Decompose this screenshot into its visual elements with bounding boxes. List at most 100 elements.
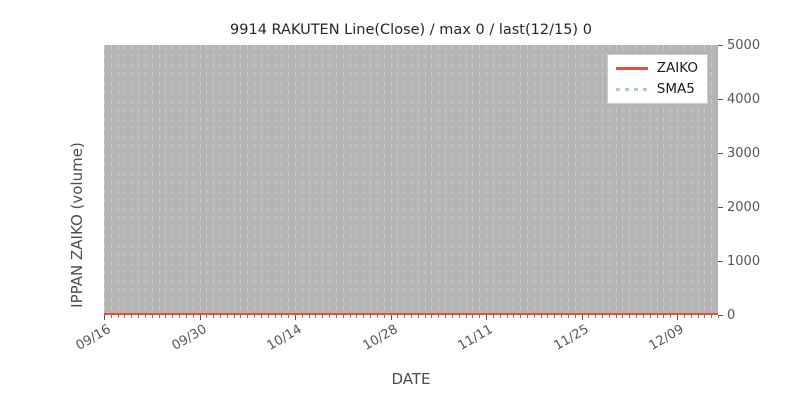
x-major-tick — [199, 315, 201, 320]
y-tick-label: 5000 — [727, 37, 761, 53]
grid-line-vertical — [274, 45, 276, 315]
x-minor-tick — [370, 315, 372, 318]
grid-line-vertical — [404, 45, 406, 315]
grid-line-vertical — [513, 45, 515, 315]
x-minor-tick — [690, 315, 692, 318]
x-minor-tick — [151, 315, 153, 318]
grid-line-vertical — [185, 45, 187, 315]
grid-line-vertical — [486, 45, 488, 315]
x-minor-tick — [697, 315, 699, 318]
chart-legend[interactable]: ZAIKO SMA5 — [606, 54, 708, 104]
grid-line-vertical — [547, 45, 549, 315]
grid-line-vertical — [329, 45, 331, 315]
x-minor-tick — [615, 315, 617, 318]
x-minor-tick — [574, 315, 576, 318]
grid-line-vertical — [151, 45, 153, 315]
x-minor-tick — [438, 315, 440, 318]
x-minor-tick — [656, 315, 658, 318]
grid-line-vertical — [295, 45, 297, 315]
x-minor-tick — [567, 315, 569, 318]
y-tick-label: 4000 — [727, 91, 761, 107]
grid-line-vertical — [226, 45, 228, 315]
x-minor-tick — [451, 315, 453, 318]
grid-line-vertical — [629, 45, 631, 315]
y-axis-title: IPPAN ZAIKO (volume) — [68, 142, 86, 308]
grid-line-vertical — [520, 45, 522, 315]
x-minor-tick — [588, 315, 590, 318]
x-minor-tick — [158, 315, 160, 318]
grid-line-vertical — [615, 45, 617, 315]
x-minor-tick — [233, 315, 235, 318]
x-minor-tick — [431, 315, 433, 318]
grid-line-vertical — [588, 45, 590, 315]
y-tick-label: 0 — [727, 307, 736, 323]
x-minor-tick — [260, 315, 262, 318]
grid-line-vertical — [192, 45, 194, 315]
x-tick-label: 12/09 — [646, 322, 687, 354]
grid-line-vertical — [254, 45, 256, 315]
grid-line-vertical — [492, 45, 494, 315]
grid-line-vertical — [213, 45, 215, 315]
grid-line-vertical — [677, 45, 679, 315]
x-tick-label: 09/30 — [169, 322, 209, 354]
grid-line-vertical — [567, 45, 569, 315]
x-minor-tick — [281, 315, 283, 318]
x-minor-tick — [383, 315, 385, 318]
x-minor-tick — [165, 315, 167, 318]
grid-line-vertical — [697, 45, 699, 315]
x-tick-label: 11/11 — [455, 322, 496, 354]
x-minor-tick — [322, 315, 324, 318]
x-minor-tick — [663, 315, 665, 318]
grid-line-vertical — [110, 45, 112, 315]
x-minor-tick — [110, 315, 112, 318]
x-minor-tick — [117, 315, 119, 318]
grid-line-vertical — [349, 45, 351, 315]
x-minor-tick — [472, 315, 474, 318]
grid-line-vertical — [649, 45, 651, 315]
grid-line-vertical — [526, 45, 528, 315]
y-tick-mark — [718, 206, 723, 208]
grid-line-vertical — [540, 45, 542, 315]
x-minor-tick — [649, 315, 651, 318]
grid-line-vertical — [233, 45, 235, 315]
grid-line-vertical — [458, 45, 460, 315]
grid-line-vertical — [656, 45, 658, 315]
x-minor-tick — [479, 315, 481, 318]
grid-line-vertical — [642, 45, 644, 315]
x-minor-tick — [206, 315, 208, 318]
grid-line-vertical — [608, 45, 610, 315]
x-minor-tick — [499, 315, 501, 318]
y-tick-mark — [718, 152, 723, 154]
x-minor-tick — [424, 315, 426, 318]
x-minor-tick — [144, 315, 146, 318]
grid-line-vertical — [472, 45, 474, 315]
chart-title: 9914 RAKUTEN Line(Close) / max 0 / last(… — [230, 22, 592, 38]
grid-line-vertical — [206, 45, 208, 315]
x-minor-tick — [213, 315, 215, 318]
x-minor-tick — [185, 315, 187, 318]
grid-line-vertical — [117, 45, 119, 315]
grid-line-vertical — [479, 45, 481, 315]
x-minor-tick — [315, 315, 317, 318]
x-minor-tick — [506, 315, 508, 318]
x-minor-tick — [342, 315, 344, 318]
grid-line-vertical — [417, 45, 419, 315]
x-minor-tick — [124, 315, 126, 318]
grid-line-vertical — [383, 45, 385, 315]
x-minor-tick — [561, 315, 563, 318]
grid-line-vertical — [506, 45, 508, 315]
legend-label-zaiko: ZAIKO — [656, 60, 698, 76]
grid-line-vertical — [335, 45, 337, 315]
legend-swatch-sma5-icon — [615, 84, 648, 95]
y-tick-mark — [718, 314, 723, 316]
x-minor-tick — [172, 315, 174, 318]
x-minor-tick — [411, 315, 412, 318]
grid-lines — [104, 45, 718, 315]
series-line-zaiko — [104, 313, 718, 315]
grid-line-vertical — [602, 45, 604, 315]
x-minor-tick — [254, 315, 256, 318]
grid-line-vertical — [533, 45, 535, 315]
grid-line-vertical — [704, 45, 706, 315]
x-major-tick — [390, 315, 392, 320]
